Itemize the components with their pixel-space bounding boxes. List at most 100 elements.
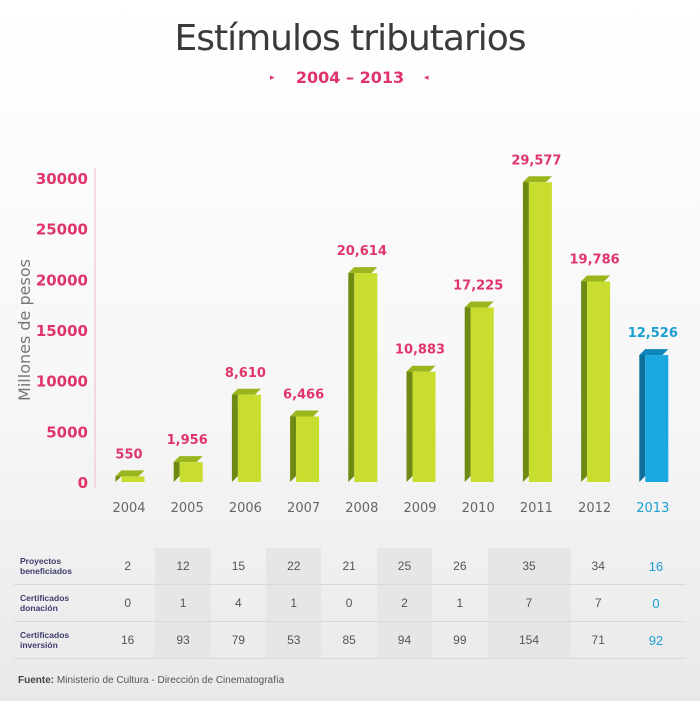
table-row: Proyectos beneficiados 2 12 15 22 21 25 26 35 34 1…	[14, 548, 686, 585]
chart-subtitle: 2004 – 2013	[295, 68, 405, 87]
right-arrow-icon: ◂	[424, 72, 429, 82]
x-tick-label: 2013	[636, 501, 669, 516]
table-cell: 53	[266, 621, 322, 659]
data-label: 20,614	[337, 244, 387, 259]
data-label: 1,956	[167, 433, 208, 448]
y-tick-label: 15000	[36, 322, 88, 340]
data-label: 12,526	[628, 326, 678, 341]
source-label: Fuente:	[18, 675, 55, 686]
bar	[412, 371, 436, 482]
bar-side	[348, 267, 355, 482]
table-cell: 0	[100, 584, 156, 622]
row-label: Certificados inversión	[14, 621, 100, 659]
bar-side	[173, 456, 180, 482]
left-arrow-icon: ▸	[270, 72, 275, 82]
table-cell: 93	[155, 621, 211, 659]
table-cell: 1	[266, 584, 322, 622]
table-cell: 7	[487, 584, 571, 622]
data-label: 29,577	[511, 153, 561, 168]
table-cell: 94	[376, 621, 433, 659]
y-tick-label: 25000	[36, 221, 88, 239]
bar-side	[522, 176, 529, 482]
source-note: Fuente: Ministerio de Cultura - Direcció…	[18, 675, 284, 686]
table-cell: 1	[432, 584, 488, 622]
x-tick-label: 2012	[578, 501, 611, 516]
x-tick-label: 2007	[287, 501, 320, 516]
table-cell: 79	[210, 621, 267, 659]
bar-top	[115, 470, 145, 477]
table-cell: 99	[432, 621, 488, 659]
x-tick-label: 2011	[520, 501, 553, 516]
table-cell: 15	[210, 548, 267, 585]
table-cell: 2	[376, 584, 433, 622]
table-row: Certificados inversión 16 93 79 53 85 94 99 154 7…	[14, 621, 686, 659]
bar	[354, 273, 378, 482]
bar	[470, 307, 494, 482]
table-cell: 71	[570, 621, 626, 659]
bar-top	[581, 275, 611, 282]
bar-side	[406, 365, 413, 482]
bar	[179, 462, 203, 482]
summary-table: Proyectos beneficiados 2 12 15 22 21 25 26 35 34 1…	[14, 548, 686, 659]
x-tick-label: 2010	[462, 501, 495, 516]
bar	[296, 416, 320, 482]
x-tick-label: 2008	[345, 501, 378, 516]
y-tick-label: 10000	[36, 373, 88, 391]
table-cell: 34	[570, 548, 626, 585]
bar-top	[231, 388, 261, 395]
bar-top	[639, 349, 669, 356]
y-tick-label: 5000	[46, 423, 88, 441]
table-row: Certificados donación 0 1 4 1 0 2 1 7 7 0	[14, 584, 686, 622]
data-label: 10,883	[395, 343, 445, 358]
bar-chart: Millones de pesos 0 5000 10000 15000 20000 250…	[15, 153, 678, 516]
table-cell: 2	[100, 548, 156, 585]
table-cell: 22	[266, 548, 322, 585]
bar-side	[639, 349, 646, 482]
table-cell: 0	[321, 584, 377, 622]
table-cell: 4	[210, 584, 267, 622]
bar	[645, 355, 669, 482]
table-cell: 0	[625, 584, 686, 622]
table-cell: 16	[625, 548, 686, 585]
table-cell: 1	[155, 584, 211, 622]
x-tick-label: 2006	[229, 501, 262, 516]
bar-top	[464, 301, 494, 308]
bar-top	[173, 456, 203, 463]
bar-side	[581, 275, 588, 482]
y-axis-label: Millones de pesos	[15, 259, 34, 401]
bar-top	[290, 410, 320, 417]
y-tick-label: 20000	[36, 271, 88, 289]
bar	[237, 394, 261, 482]
table-cell: 25	[376, 548, 433, 585]
bar-top	[348, 267, 378, 274]
table-cell: 16	[100, 621, 156, 659]
y-tick-label: 0	[78, 474, 88, 492]
bar	[528, 182, 552, 482]
table-cell: 85	[321, 621, 377, 659]
bar	[121, 476, 145, 482]
row-label: Proyectos beneficiados	[14, 548, 100, 585]
bar-side	[231, 388, 238, 482]
data-label: 19,786	[570, 253, 620, 268]
table-cell: 92	[625, 621, 686, 659]
data-label: 550	[115, 447, 142, 462]
bar-top	[406, 365, 436, 372]
table-cell: 154	[487, 621, 571, 659]
table-cell: 35	[487, 548, 571, 585]
bar-side	[290, 410, 297, 482]
table-cell: 21	[321, 548, 377, 585]
x-tick-label: 2005	[171, 501, 204, 516]
y-tick-label: 30000	[36, 170, 88, 188]
row-label: Certificados donación	[14, 584, 100, 622]
bar	[587, 281, 611, 482]
x-tick-label: 2009	[403, 501, 436, 516]
chart-title: Estímulos tributarios	[174, 18, 526, 59]
data-label: 6,466	[283, 387, 324, 402]
table-cell: 26	[432, 548, 488, 585]
data-label: 8,610	[225, 366, 266, 381]
table-cell: 7	[570, 584, 626, 622]
table-cell: 12	[155, 548, 211, 585]
bar-side	[464, 301, 471, 482]
bar-top	[522, 176, 552, 183]
data-label: 17,225	[453, 278, 503, 293]
